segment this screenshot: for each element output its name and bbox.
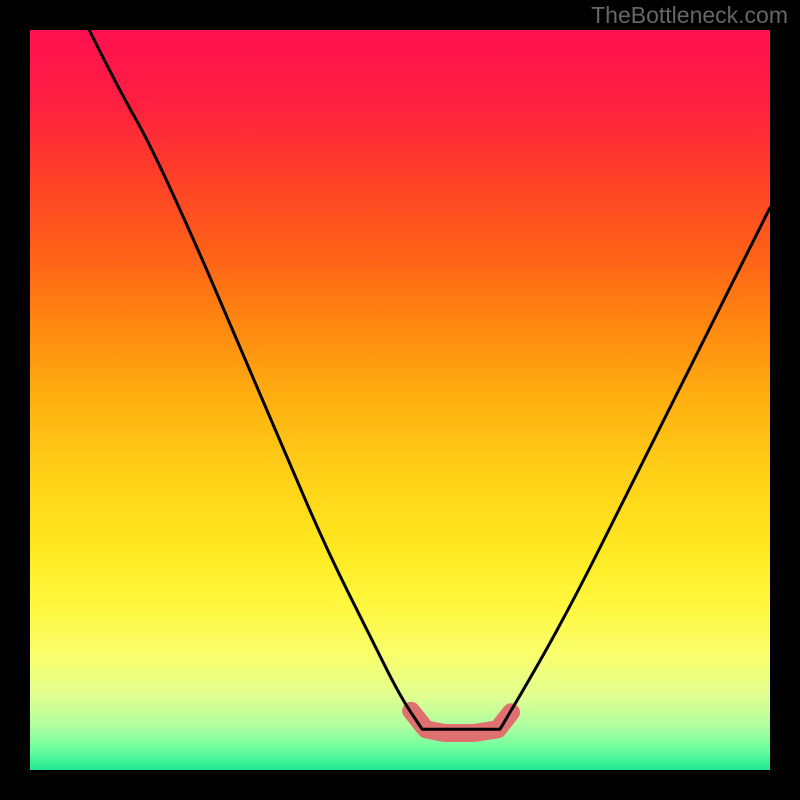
plot-area [30, 30, 770, 770]
bottleneck-curve [89, 30, 770, 729]
watermark-text: TheBottleneck.com [591, 2, 788, 29]
curve-layer [30, 30, 770, 770]
